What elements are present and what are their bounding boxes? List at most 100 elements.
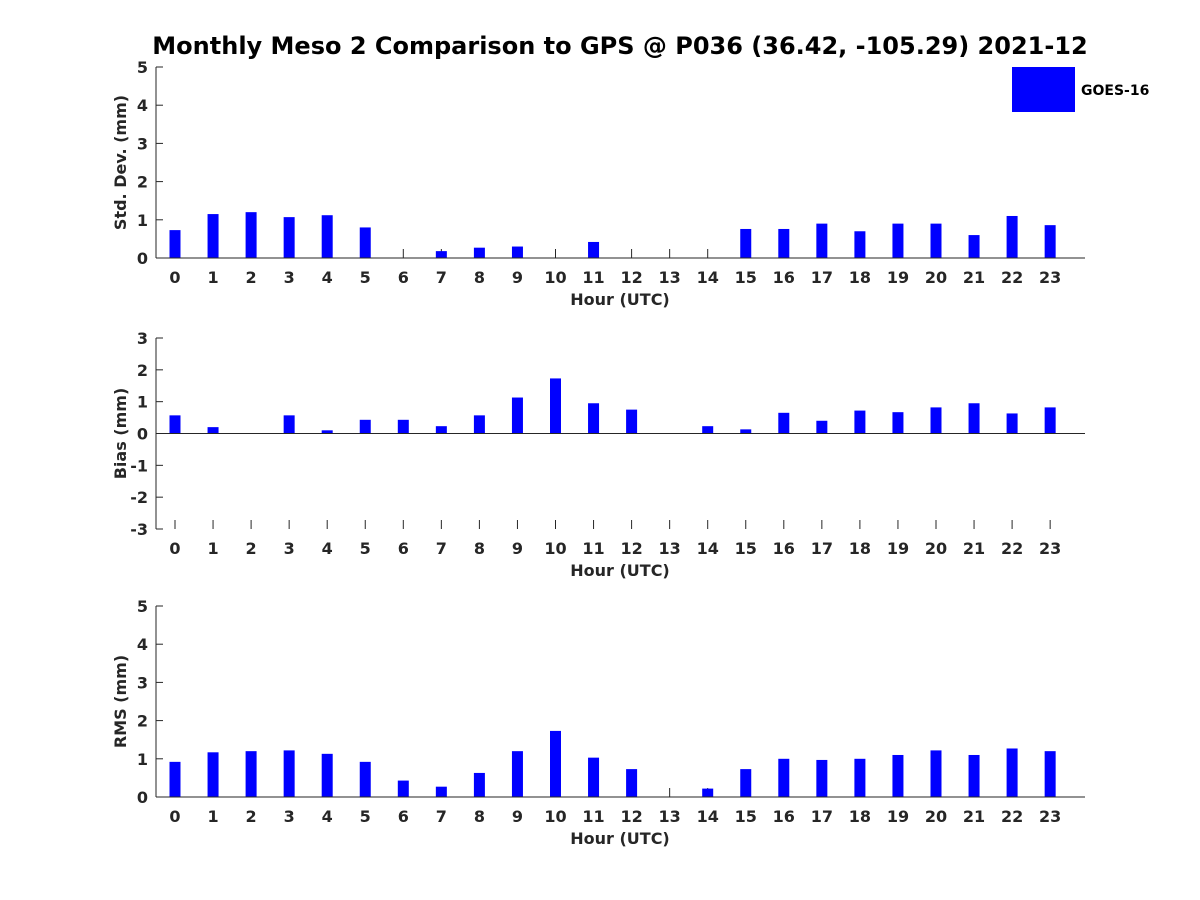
- rms-x-tick-label: 7: [436, 807, 447, 826]
- rms-bar-hour-8: [473, 772, 485, 797]
- legend: GOES-16: [1012, 67, 1149, 112]
- bias-bar-hour-1: [207, 427, 219, 434]
- bias-bar-hour-20: [930, 407, 942, 434]
- rms-x-tick-label: 6: [398, 807, 409, 826]
- rms-x-tick-label: 1: [207, 807, 218, 826]
- bias-bar-hour-15: [740, 429, 752, 434]
- bias-y-tick-label: -3: [130, 520, 148, 539]
- bias-bar-hour-18: [854, 410, 866, 434]
- std-dev-y-axis-label: Std. Dev. (mm): [111, 95, 130, 230]
- std-dev-y-tick-label: 3: [137, 134, 148, 153]
- bias-x-tick-label: 1: [207, 539, 218, 558]
- bias-x-tick-label: 15: [735, 539, 757, 558]
- std-dev-bar-hour-22: [1006, 215, 1018, 258]
- bias-x-tick-label: 22: [1001, 539, 1023, 558]
- bias-bar-hour-0: [169, 415, 181, 434]
- rms-bar-hour-0: [169, 761, 181, 797]
- bias-bar-hour-14: [702, 426, 714, 434]
- rms-bar-hour-3: [283, 750, 295, 797]
- rms-y-tick-label: 4: [137, 635, 148, 654]
- std-dev-x-tick-label: 15: [735, 268, 757, 287]
- rms-bar-hour-5: [359, 761, 371, 797]
- rms-bar-hour-4: [321, 753, 333, 797]
- bias-x-tick-label: 2: [246, 539, 257, 558]
- std-dev-bar-hour-11: [588, 241, 600, 258]
- bias-x-tick-label: 7: [436, 539, 447, 558]
- bias-x-tick-label: 13: [659, 539, 681, 558]
- rms-x-tick-label: 20: [925, 807, 947, 826]
- bias-bar-hour-5: [359, 419, 371, 434]
- bias-x-tick-label: 23: [1039, 539, 1061, 558]
- std-dev-bar-hour-21: [968, 235, 980, 258]
- bias-x-tick-label: 8: [474, 539, 485, 558]
- std-dev-bar-hour-7: [435, 251, 447, 258]
- std-dev-x-tick-label: 22: [1001, 268, 1023, 287]
- rms-y-tick-label: 1: [137, 750, 148, 769]
- rms-bar-hour-16: [778, 758, 790, 797]
- rms-bar-hour-7: [435, 786, 447, 797]
- rms-bar-hour-2: [245, 751, 257, 797]
- rms-y-axis-label: RMS (mm): [111, 655, 130, 748]
- std-dev-bar-hour-23: [1044, 225, 1056, 258]
- rms-bar-hour-11: [588, 757, 600, 797]
- std-dev-bar-hour-18: [854, 231, 866, 258]
- rms-x-axis-label: Hour (UTC): [570, 829, 670, 848]
- bias-bar-hour-19: [892, 412, 904, 434]
- std-dev-x-tick-label: 3: [284, 268, 295, 287]
- std-dev-x-tick-label: 17: [811, 268, 833, 287]
- bias-bar-hour-12: [626, 409, 638, 434]
- rms-x-tick-label: 18: [849, 807, 871, 826]
- bias-x-tick-label: 10: [544, 539, 566, 558]
- std-dev-x-tick-label: 20: [925, 268, 947, 287]
- std-dev-x-tick-label: 21: [963, 268, 985, 287]
- rms-x-tick-label: 5: [360, 807, 371, 826]
- std-dev-x-tick-label: 10: [544, 268, 566, 287]
- rms-x-tick-label: 4: [322, 807, 333, 826]
- rms-y-tick-label: 5: [137, 597, 148, 616]
- bias-y-tick-label: 1: [137, 393, 148, 412]
- rms-x-tick-label: 16: [773, 807, 795, 826]
- std-dev-y-tick-label: 4: [137, 96, 148, 115]
- std-dev-x-tick-label: 13: [659, 268, 681, 287]
- rms-x-tick-label: 3: [284, 807, 295, 826]
- rms-bar-hour-23: [1044, 751, 1056, 797]
- rms-x-tick-label: 17: [811, 807, 833, 826]
- rms-bar-hour-12: [626, 769, 638, 797]
- bias-y-tick-label: -2: [130, 488, 148, 507]
- bias-x-tick-label: 6: [398, 539, 409, 558]
- std-dev-bar-hour-3: [283, 217, 295, 258]
- std-dev-x-tick-label: 19: [887, 268, 909, 287]
- rms-x-tick-label: 9: [512, 807, 523, 826]
- std-dev-x-tick-label: 9: [512, 268, 523, 287]
- rms-y-tick-label: 3: [137, 673, 148, 692]
- bias-y-tick-label: 0: [137, 425, 148, 444]
- bias-bar-hour-23: [1044, 407, 1056, 434]
- rms-bar-hour-20: [930, 750, 942, 797]
- bias-bar-hour-10: [550, 378, 561, 434]
- std-dev-x-axis-label: Hour (UTC): [570, 290, 670, 309]
- rms-bar-hour-15: [740, 769, 752, 797]
- bias-bar-hour-8: [473, 415, 485, 434]
- std-dev-x-tick-label: 8: [474, 268, 485, 287]
- std-dev-x-tick-label: 7: [436, 268, 447, 287]
- std-dev-bar-hour-5: [359, 227, 371, 258]
- bias-x-tick-label: 16: [773, 539, 795, 558]
- bias-x-tick-label: 11: [582, 539, 604, 558]
- bias-y-tick-label: 3: [137, 329, 148, 348]
- rms-bar-hour-19: [892, 754, 904, 797]
- bias-x-tick-label: 9: [512, 539, 523, 558]
- rms-bar-hour-17: [816, 759, 828, 797]
- bias-x-tick-label: 18: [849, 539, 871, 558]
- std-dev-bar-hour-15: [740, 228, 752, 258]
- bias-x-tick-label: 21: [963, 539, 985, 558]
- bias-x-tick-label: 0: [169, 539, 180, 558]
- chart-title: Monthly Meso 2 Comparison to GPS @ P036 …: [152, 32, 1087, 60]
- std-dev-y-tick-label: 5: [137, 58, 148, 77]
- rms-x-tick-label: 0: [169, 807, 180, 826]
- rms-x-tick-label: 13: [659, 807, 681, 826]
- rms-x-tick-label: 22: [1001, 807, 1023, 826]
- bias-y-axis-label: Bias (mm): [111, 388, 130, 480]
